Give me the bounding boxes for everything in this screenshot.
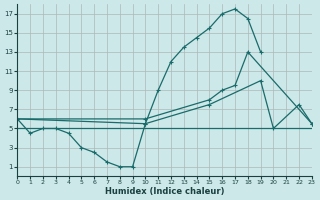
X-axis label: Humidex (Indice chaleur): Humidex (Indice chaleur) (105, 187, 224, 196)
